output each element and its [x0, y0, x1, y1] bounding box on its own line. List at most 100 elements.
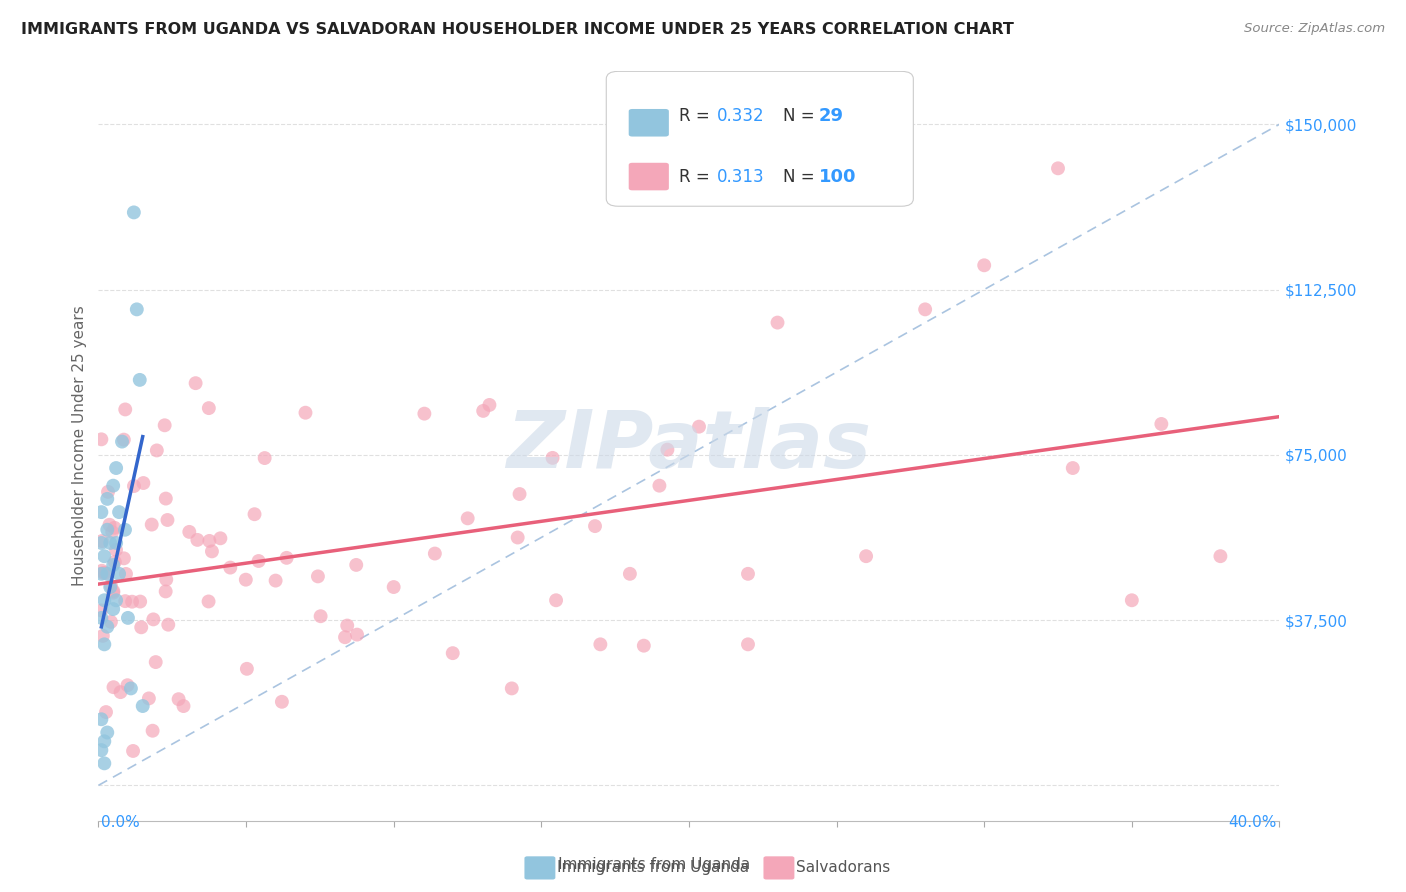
Point — [247, 554, 270, 568]
Point — [307, 569, 329, 583]
Point — [128, 373, 150, 387]
Point — [589, 637, 612, 651]
Point — [153, 418, 176, 433]
Point — [129, 594, 152, 608]
FancyBboxPatch shape — [606, 71, 914, 206]
Point — [973, 258, 995, 272]
Point — [766, 316, 789, 330]
Point — [156, 513, 179, 527]
Point — [90, 564, 112, 578]
Point — [914, 302, 936, 317]
Point — [737, 637, 759, 651]
Point — [155, 491, 177, 506]
Point — [90, 566, 112, 581]
Point — [1121, 593, 1143, 607]
Point — [472, 404, 495, 418]
Point — [336, 618, 359, 632]
Point — [90, 712, 112, 726]
Point — [108, 505, 131, 519]
Point — [155, 573, 177, 587]
Point — [333, 630, 356, 644]
Point — [93, 756, 115, 771]
Point — [413, 407, 436, 421]
Text: 0.0%: 0.0% — [101, 815, 141, 830]
Point — [96, 725, 118, 739]
Point — [104, 555, 127, 569]
Point — [93, 637, 115, 651]
Point — [142, 723, 165, 738]
Point — [270, 695, 292, 709]
Point — [114, 523, 136, 537]
Point — [141, 517, 163, 532]
Point — [112, 433, 135, 447]
Point — [243, 507, 266, 521]
Point — [546, 593, 568, 607]
Point — [264, 574, 287, 588]
Point — [105, 593, 128, 607]
Point — [110, 685, 132, 699]
Point — [501, 681, 523, 696]
Point — [146, 443, 169, 458]
Point — [633, 639, 655, 653]
Point — [112, 551, 135, 566]
Point — [1209, 549, 1232, 564]
Point — [90, 534, 112, 549]
Point — [1150, 417, 1173, 431]
Point — [294, 406, 316, 420]
Point — [145, 655, 167, 669]
Text: ZIPatlas: ZIPatlas — [506, 407, 872, 485]
Point — [648, 478, 671, 492]
Point — [90, 505, 112, 519]
Point — [103, 521, 125, 535]
Point — [115, 566, 138, 581]
Point — [96, 523, 118, 537]
Point — [103, 602, 125, 616]
Text: Immigrants from Uganda: Immigrants from Uganda — [557, 861, 749, 875]
Text: N =: N = — [783, 168, 820, 186]
Point — [344, 558, 367, 572]
Point — [93, 734, 115, 748]
Point — [155, 584, 177, 599]
Point — [737, 566, 759, 581]
Point — [114, 402, 136, 417]
Point — [103, 584, 125, 599]
Point — [506, 531, 529, 545]
Point — [122, 744, 145, 758]
Point — [855, 549, 877, 564]
Point — [186, 533, 208, 547]
Text: 0.332: 0.332 — [717, 106, 765, 125]
Point — [132, 699, 155, 714]
Point — [103, 478, 125, 492]
Text: Source: ZipAtlas.com: Source: ZipAtlas.com — [1244, 22, 1385, 36]
Point — [619, 566, 641, 581]
Point — [96, 620, 118, 634]
Point — [122, 205, 145, 219]
Text: IMMIGRANTS FROM UGANDA VS SALVADORAN HOUSEHOLDER INCOME UNDER 25 YEARS CORRELATI: IMMIGRANTS FROM UGANDA VS SALVADORAN HOU… — [21, 22, 1014, 37]
Point — [209, 531, 232, 545]
Point — [478, 398, 501, 412]
Point — [98, 536, 121, 550]
Point — [98, 517, 121, 532]
Text: 40.0%: 40.0% — [1227, 815, 1277, 830]
Point — [90, 433, 112, 447]
Point — [138, 691, 160, 706]
Point — [105, 461, 128, 475]
Point — [129, 620, 152, 634]
Text: 100: 100 — [818, 168, 856, 186]
Point — [382, 580, 405, 594]
Point — [179, 524, 201, 539]
Point — [96, 566, 118, 581]
Point — [122, 479, 145, 493]
Text: □  Immigrants from Uganda: □ Immigrants from Uganda — [534, 857, 751, 872]
Point — [108, 566, 131, 581]
Point — [219, 560, 242, 574]
Point — [253, 451, 276, 466]
Point — [157, 617, 180, 632]
Text: N =: N = — [783, 106, 820, 125]
Point — [688, 419, 710, 434]
Point — [276, 550, 298, 565]
Point — [93, 566, 115, 580]
Point — [541, 450, 564, 465]
Point — [120, 681, 142, 696]
Point — [100, 615, 122, 629]
